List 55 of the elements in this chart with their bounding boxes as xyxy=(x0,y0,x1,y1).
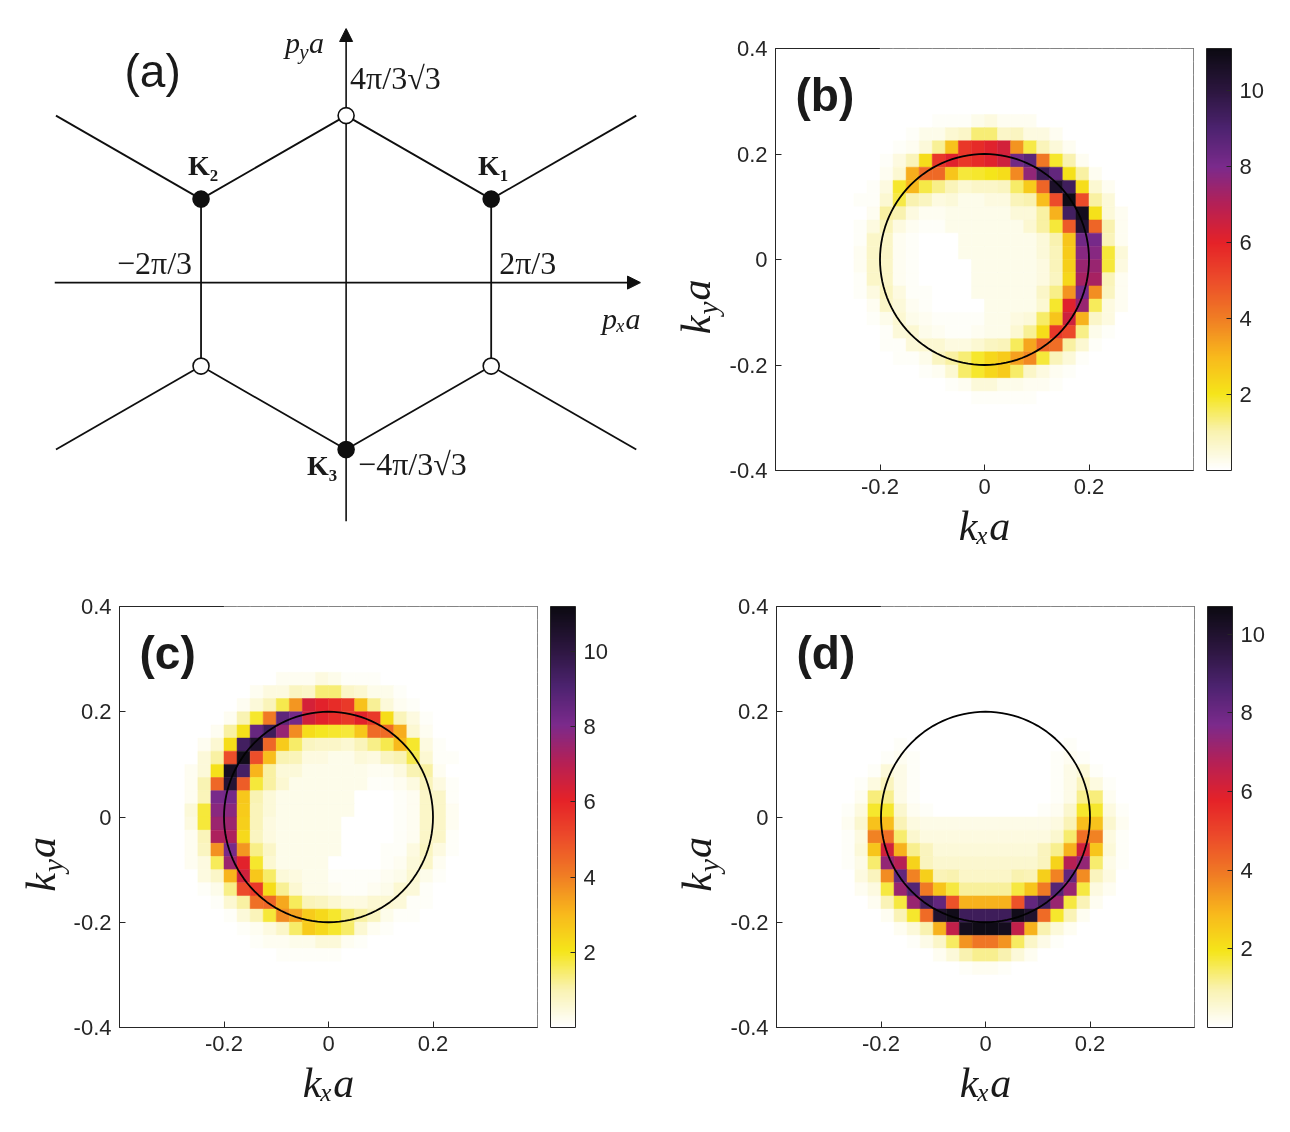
x-tick-label: -0.2 xyxy=(861,473,899,499)
text: −4π/3√3 xyxy=(358,445,467,482)
color-bar-label: 8 xyxy=(1240,700,1253,726)
color-bar-label: 8 xyxy=(1239,153,1252,179)
text: 2π/3 xyxy=(499,244,557,281)
y-tick-label: -0.2 xyxy=(73,909,112,935)
chart-title: (c) xyxy=(139,626,196,679)
y-tick-label: 0.2 xyxy=(736,141,768,167)
x-tick-label: 0 xyxy=(979,1030,992,1056)
x-tick-label: 0 xyxy=(978,473,991,499)
chart-title: (d) xyxy=(796,626,856,679)
x-axis-title: kₓa xyxy=(959,1059,1012,1106)
y-tick-label: 0 xyxy=(755,247,768,272)
x-tick-label: -0.2 xyxy=(862,1030,900,1056)
color-bar-label: 2 xyxy=(1240,936,1253,962)
y-tick-label: -0.4 xyxy=(73,1015,112,1040)
color-bar-label: 4 xyxy=(583,864,596,890)
x-tick-label: 0.2 xyxy=(1073,473,1105,499)
x-tick-label: 0.2 xyxy=(417,1030,449,1056)
x-axis-title: kₓa xyxy=(302,1059,355,1106)
x-axis-title: kₓa xyxy=(958,502,1011,549)
color-bar-label: 10 xyxy=(583,639,608,665)
y-tick-label: 0 xyxy=(99,804,112,830)
y-tick-label: 0.4 xyxy=(737,594,769,619)
y-tick-label: 0 xyxy=(756,804,769,830)
y-tick-label: 0.4 xyxy=(80,594,112,619)
color-bar-label: 6 xyxy=(583,789,596,815)
y-axis-title: kya xyxy=(672,279,725,335)
chart-title: (b) xyxy=(795,68,855,121)
text: pₓa xyxy=(599,302,641,336)
y-tick-label: 0.2 xyxy=(737,699,769,725)
x-tick-label: -0.2 xyxy=(205,1030,243,1056)
y-tick-label: 0.4 xyxy=(736,36,768,61)
color-bar-label: 2 xyxy=(583,939,596,965)
text: 4π/3√3 xyxy=(350,59,441,96)
y-axis-title: kya xyxy=(673,837,726,892)
y-tick-label: -0.4 xyxy=(730,1015,769,1040)
color-bar-label: 4 xyxy=(1240,857,1253,883)
color-bar-label: 4 xyxy=(1239,305,1252,331)
color-bar-label: 6 xyxy=(1240,778,1253,804)
color-bar-label: 2 xyxy=(1239,381,1252,407)
color-bar-label: 10 xyxy=(1239,77,1264,103)
y-tick-label: -0.4 xyxy=(729,458,768,483)
x-tick-label: 0.2 xyxy=(1074,1030,1106,1056)
text: (a) xyxy=(124,44,181,97)
y-tick-label: -0.2 xyxy=(730,909,769,935)
color-bar-label: 6 xyxy=(1239,229,1252,255)
text: K₃ xyxy=(306,450,338,482)
color-bar-label: 10 xyxy=(1240,621,1265,647)
text: −2π/3 xyxy=(116,244,193,281)
y-tick-label: 0.2 xyxy=(80,699,112,725)
color-bar-label: 8 xyxy=(583,714,596,740)
x-tick-label: 0 xyxy=(322,1030,335,1056)
y-tick-label: -0.2 xyxy=(729,352,768,378)
y-axis-title: kya xyxy=(17,837,70,892)
